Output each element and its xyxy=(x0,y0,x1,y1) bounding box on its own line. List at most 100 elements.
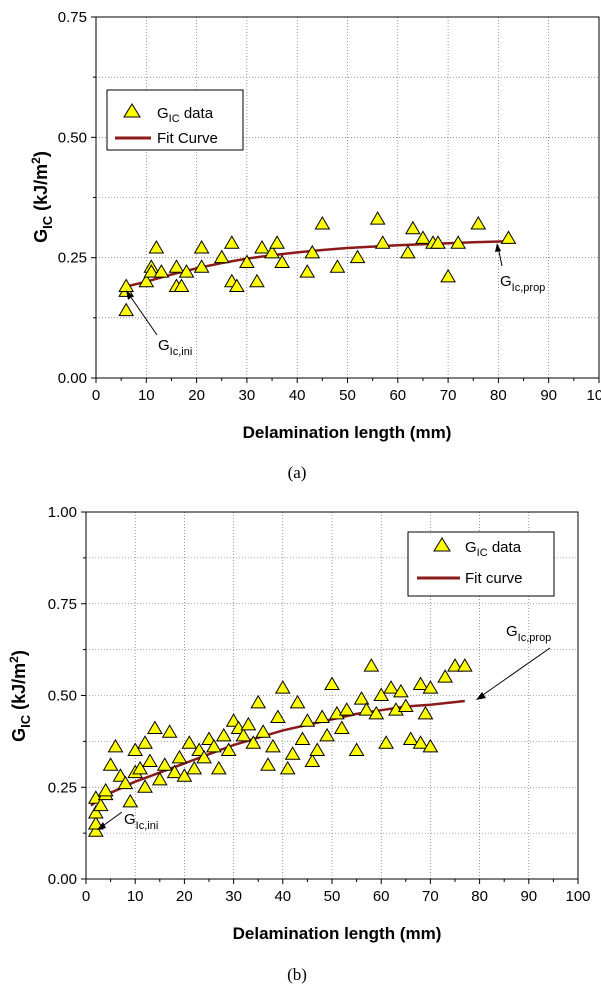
annotation-gic-prop: GIc,prop xyxy=(476,623,551,700)
x-tick-label: 90 xyxy=(540,387,557,404)
data-point-marker xyxy=(304,244,321,259)
data-point-marker xyxy=(102,757,119,771)
legend-label-fit: Fit Curve xyxy=(157,130,218,147)
grid-lines xyxy=(96,17,599,378)
data-point-marker xyxy=(447,658,463,672)
x-tick-label: 80 xyxy=(471,888,488,905)
data-point-marker xyxy=(132,760,148,775)
data-point-marker xyxy=(156,757,173,771)
data-point-marker xyxy=(294,731,311,746)
data-point-marker xyxy=(309,742,326,757)
data-point-marker xyxy=(324,676,340,690)
data-point-marker xyxy=(148,240,165,254)
data-point-marker xyxy=(422,738,439,753)
y-axis-label-unit-close: ) xyxy=(9,650,29,656)
data-point-marker xyxy=(245,735,262,749)
data-point-marker xyxy=(117,775,134,790)
y-tick-label: 0.75 xyxy=(58,9,87,26)
data-point-marker xyxy=(374,235,391,249)
caption: (b) xyxy=(287,965,307,984)
data-point-marker xyxy=(92,797,109,812)
y-axis-label-unit-close: ) xyxy=(31,151,51,157)
data-point-marker xyxy=(299,713,316,727)
data-point-marker xyxy=(166,764,183,779)
y-axis-label-unit: (kJ/m xyxy=(31,164,51,216)
data-point-marker xyxy=(220,742,237,757)
arrowhead-icon xyxy=(495,243,501,252)
data-point-marker xyxy=(151,771,168,786)
y-axis-label-sub: IC xyxy=(18,714,33,728)
x-axis-ticks: 0 10 20 30 40 50 60 70 80 90 100 xyxy=(82,879,591,905)
annotation-gic-ini: GIc,ini xyxy=(126,290,192,358)
data-point-marker xyxy=(250,694,267,709)
y-axis-label-main: G xyxy=(9,728,29,742)
data-point-marker xyxy=(289,694,306,709)
data-point-marker xyxy=(284,746,301,760)
x-tick-label: 20 xyxy=(188,387,205,404)
data-point-marker xyxy=(97,782,114,797)
x-axis-label: Delamination length (mm) xyxy=(243,423,452,442)
x-tick-label: 30 xyxy=(225,888,242,905)
data-point-marker xyxy=(137,735,153,749)
x-tick-label: 10 xyxy=(138,387,155,404)
y-axis-label-main: G xyxy=(31,229,51,243)
data-points xyxy=(118,211,517,317)
y-tick-label: 0.75 xyxy=(48,596,77,613)
data-point-marker xyxy=(213,249,230,264)
data-point-marker xyxy=(329,705,345,720)
x-tick-label: 50 xyxy=(339,387,356,404)
data-point-marker xyxy=(399,244,416,259)
data-point-marker xyxy=(353,691,370,705)
data-point-marker xyxy=(378,735,394,749)
data-point-marker xyxy=(118,302,135,317)
legend-box xyxy=(106,89,244,151)
data-point-marker xyxy=(235,727,252,742)
data-point-marker xyxy=(397,698,414,713)
data-point-marker xyxy=(118,278,135,293)
data-point-marker xyxy=(402,731,419,746)
data-point-marker xyxy=(186,760,203,775)
data-point-marker xyxy=(304,753,321,768)
data-point-marker xyxy=(393,683,409,698)
data-point-marker xyxy=(181,735,198,749)
data-point-marker xyxy=(265,738,281,753)
y-tick-label: 0.50 xyxy=(48,688,77,705)
data-point-marker xyxy=(168,259,185,273)
data-point-marker xyxy=(142,753,158,768)
data-points xyxy=(87,658,473,837)
data-point-marker xyxy=(450,235,467,249)
data-point-marker xyxy=(349,249,366,264)
data-point-marker xyxy=(456,658,473,672)
legend: GIC data Fit curve xyxy=(407,531,555,597)
data-point-marker xyxy=(178,264,195,278)
data-point-marker xyxy=(223,235,240,249)
data-point-marker xyxy=(143,264,160,278)
x-tick-label: 40 xyxy=(274,888,291,905)
data-point-marker xyxy=(87,823,104,837)
x-tick-label: 20 xyxy=(176,888,193,905)
data-point-marker xyxy=(333,720,350,735)
arrowhead-icon xyxy=(126,290,133,300)
data-point-marker xyxy=(260,757,276,771)
data-point-marker xyxy=(240,716,257,731)
data-point-marker xyxy=(87,815,104,830)
annotation-label: GIc,prop xyxy=(506,623,551,644)
data-point-marker xyxy=(137,779,153,793)
legend-label-data: GIC data xyxy=(157,105,214,125)
data-point-marker xyxy=(210,760,227,775)
legend-marker-icon xyxy=(433,537,451,552)
data-point-marker xyxy=(173,278,190,293)
y-axis-label-unit-sup: 2 xyxy=(7,656,21,663)
data-point-marker xyxy=(270,709,286,724)
data-point-marker xyxy=(107,738,124,753)
chart-panel-b: 0 10 20 30 40 50 60 70 80 90 100 0.00 0.25 0.50 0.75 1… xyxy=(7,504,591,984)
data-point-marker xyxy=(412,676,429,690)
annotation-label: GIc,ini xyxy=(124,811,158,832)
data-point-marker xyxy=(87,804,104,819)
data-point-marker xyxy=(412,735,429,749)
data-point-marker xyxy=(422,680,439,694)
data-point-marker xyxy=(437,669,454,683)
y-tick-label: 0.25 xyxy=(48,779,77,796)
